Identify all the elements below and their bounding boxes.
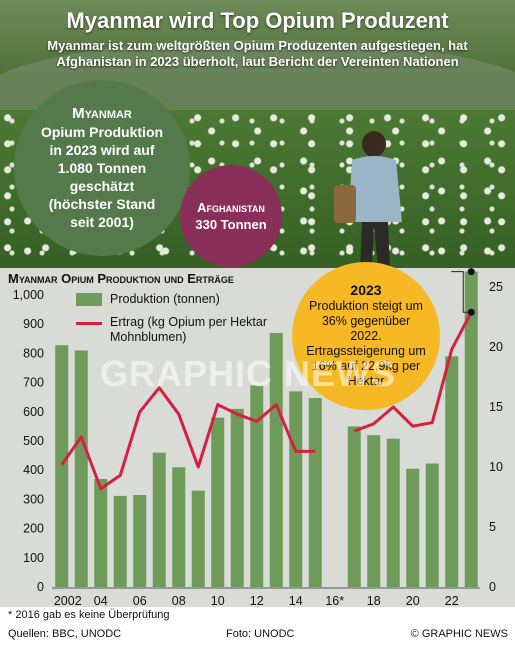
chart-title: Myanmar Opium Produktion und Erträge <box>8 271 234 286</box>
legend-swatch-bar <box>76 293 102 306</box>
footer-sources: Quellen: BBC, UNODC <box>8 628 122 640</box>
footer-photo-credit: Foto: UNODC <box>226 628 295 640</box>
bar-2018 <box>367 435 381 587</box>
myanmar-bubble-text: Opium Produktion in 2023 wird auf 1.080 … <box>40 124 164 230</box>
bar-2009 <box>191 490 205 587</box>
x-tick-label: 04 <box>94 594 108 607</box>
x-tick-label: 18 <box>367 594 381 607</box>
y-left-tick-label: 900 <box>23 317 44 331</box>
page-subtitle: Myanmar ist zum weltgrößten Opium Produz… <box>47 38 468 69</box>
x-tick-label: 10 <box>211 594 225 607</box>
afghanistan-bubble: Afghanistan 330 Tonnen <box>180 165 282 267</box>
y2023-callout-bracket <box>451 271 472 313</box>
x-tick-label: 20 <box>406 594 420 607</box>
bar-2017 <box>347 426 361 587</box>
y2023-yield-marker <box>467 308 475 316</box>
y-right-tick-label: 20 <box>489 340 503 354</box>
afghanistan-bubble-heading: Afghanistan <box>197 200 265 215</box>
bar-2015 <box>308 398 322 587</box>
y-left-tick-label: 1,000 <box>13 288 44 302</box>
y-right-tick-label: 5 <box>489 520 496 534</box>
y2023-bubble-text: Produktion steigt um 36% gegenüber 2022.… <box>306 299 426 388</box>
bar-2023 <box>464 271 478 587</box>
y-left-tick-label: 300 <box>23 492 44 506</box>
y-left-tick-label: 700 <box>23 376 44 390</box>
legend-label-yield: Ertrag (kg Opium per Hektar Mohnblumen) <box>110 315 267 344</box>
bar-2010 <box>211 417 225 587</box>
legend-label-production: Produktion (tonnen) <box>110 292 220 306</box>
yield-line-segment-1 <box>60 386 316 491</box>
header-photo <box>0 0 515 268</box>
y-left-tick-label: 600 <box>23 405 44 419</box>
legend-swatch-line <box>76 322 102 325</box>
myanmar-bubble: Myanmar Opium Produktion in 2023 wird au… <box>14 80 190 256</box>
bar-2012 <box>250 385 264 587</box>
watermark: GRAPHIC NEWS <box>100 353 397 394</box>
y-left-tick-label: 0 <box>37 580 44 594</box>
y-right-tick-label: 0 <box>489 580 496 594</box>
myanmar-bubble-heading: Myanmar <box>72 105 132 122</box>
bar-2004 <box>94 478 108 587</box>
y-left-tick-label: 200 <box>23 522 44 536</box>
bar-2014 <box>289 391 303 587</box>
bar-2021 <box>425 463 439 587</box>
afghanistan-bubble-text: 330 Tonnen <box>195 217 267 232</box>
chart-legend: Produktion (tonnen) Ertrag (kg Opium per… <box>76 292 300 353</box>
page-title: Myanmar wird Top Opium Produzent <box>66 8 449 33</box>
x-tick-label: 12 <box>250 594 264 607</box>
chart-svg: 1,00090080070060050040030020010002520151… <box>13 268 503 607</box>
bar-2019 <box>386 438 400 587</box>
footer-copyright: © GRAPHIC NEWS <box>410 628 508 640</box>
x-tick-label: 16* <box>325 594 344 607</box>
x-tick-label: 08 <box>172 594 186 607</box>
bar-2006 <box>133 495 147 587</box>
y-left-tick-label: 400 <box>23 463 44 477</box>
y-left-tick-label: 100 <box>23 551 44 565</box>
bar-2011 <box>230 408 244 587</box>
x-tick-label: 22 <box>445 594 459 607</box>
y-left-tick-label: 800 <box>23 346 44 360</box>
bar-2002 <box>55 345 69 587</box>
bar-2007 <box>152 452 166 587</box>
y2023-bubble-heading: 2023 <box>350 282 382 298</box>
y-right-tick-label: 15 <box>489 400 503 414</box>
x-tick-label: 14 <box>289 594 303 607</box>
bar-2020 <box>406 468 420 587</box>
bar-2005 <box>113 495 127 587</box>
y2023-production-marker <box>467 268 475 276</box>
bar-2013 <box>269 332 283 587</box>
legend-item-production: Produktion (tonnen) <box>76 292 300 307</box>
y-right-tick-label: 10 <box>489 460 503 474</box>
bar-2003 <box>74 350 88 587</box>
yield-line-segment-2 <box>353 311 473 433</box>
bar-2022 <box>445 356 459 587</box>
y-right-tick-label: 25 <box>489 280 503 294</box>
footnote: * 2016 gab es keine Überprüfung <box>8 609 170 621</box>
x-tick-label: 2002 <box>54 594 82 607</box>
bar-2008 <box>172 467 186 587</box>
x-tick-label: 06 <box>133 594 147 607</box>
farmer-figure <box>334 131 402 268</box>
legend-item-yield: Ertrag (kg Opium per Hektar Mohnblumen) <box>76 315 300 345</box>
y-left-tick-label: 500 <box>23 434 44 448</box>
y2023-bubble: 2023 Produktion steigt um 36% gegenüber … <box>292 262 440 410</box>
